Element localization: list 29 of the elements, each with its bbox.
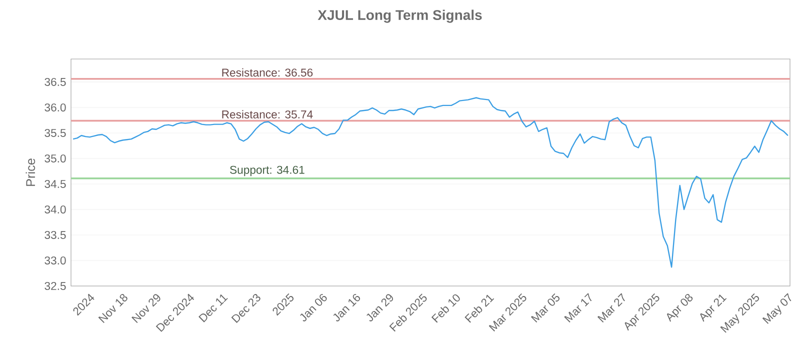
y-tick-label: 36.5 [44,78,66,86]
y-axis-title: Price [26,158,36,186]
y-tick-label: 34.0 [44,205,66,214]
x-tick-label: Jan 29 [366,294,394,322]
y-tick-label: 34.5 [44,180,66,188]
y-tick-label: 36.0 [44,103,66,112]
ref-line-label: Resistance: 36.56 [222,68,313,77]
x-tick-label: Feb 10 [431,294,460,323]
x-tick-label: Mar 05 [530,293,560,323]
x-tick-label: Jan 06 [300,294,327,322]
x-tick-label: Jan 16 [333,294,360,322]
x-tick-label: Dec 23 [231,294,260,323]
x-tick-label: Apr 21 [700,294,727,322]
x-tick-label: Mar 17 [564,293,592,322]
x-tick-label: Mar 27 [597,293,625,323]
y-tick-label: 33.0 [44,256,66,264]
y-tick-label: 35.0 [44,154,66,162]
ref-line-label: Resistance: 35.74 [222,110,313,118]
y-tick-label: 32.5 [44,282,66,290]
x-tick-label: May 07 [762,293,792,324]
x-tick-label: Feb 21 [464,294,494,323]
x-tick-label: Apr 08 [666,294,693,322]
y-tick-label: 33.5 [44,230,66,239]
y-tick-label: 35.5 [44,128,66,137]
x-tick-label: Nov 18 [98,294,128,323]
x-tick-label: Dec 11 [198,294,228,322]
chart-title: XJUL Long Term Signals [318,10,482,23]
x-tick-label: Nov 29 [132,294,160,323]
ref-line-label: Support: 34.61 [230,166,304,176]
